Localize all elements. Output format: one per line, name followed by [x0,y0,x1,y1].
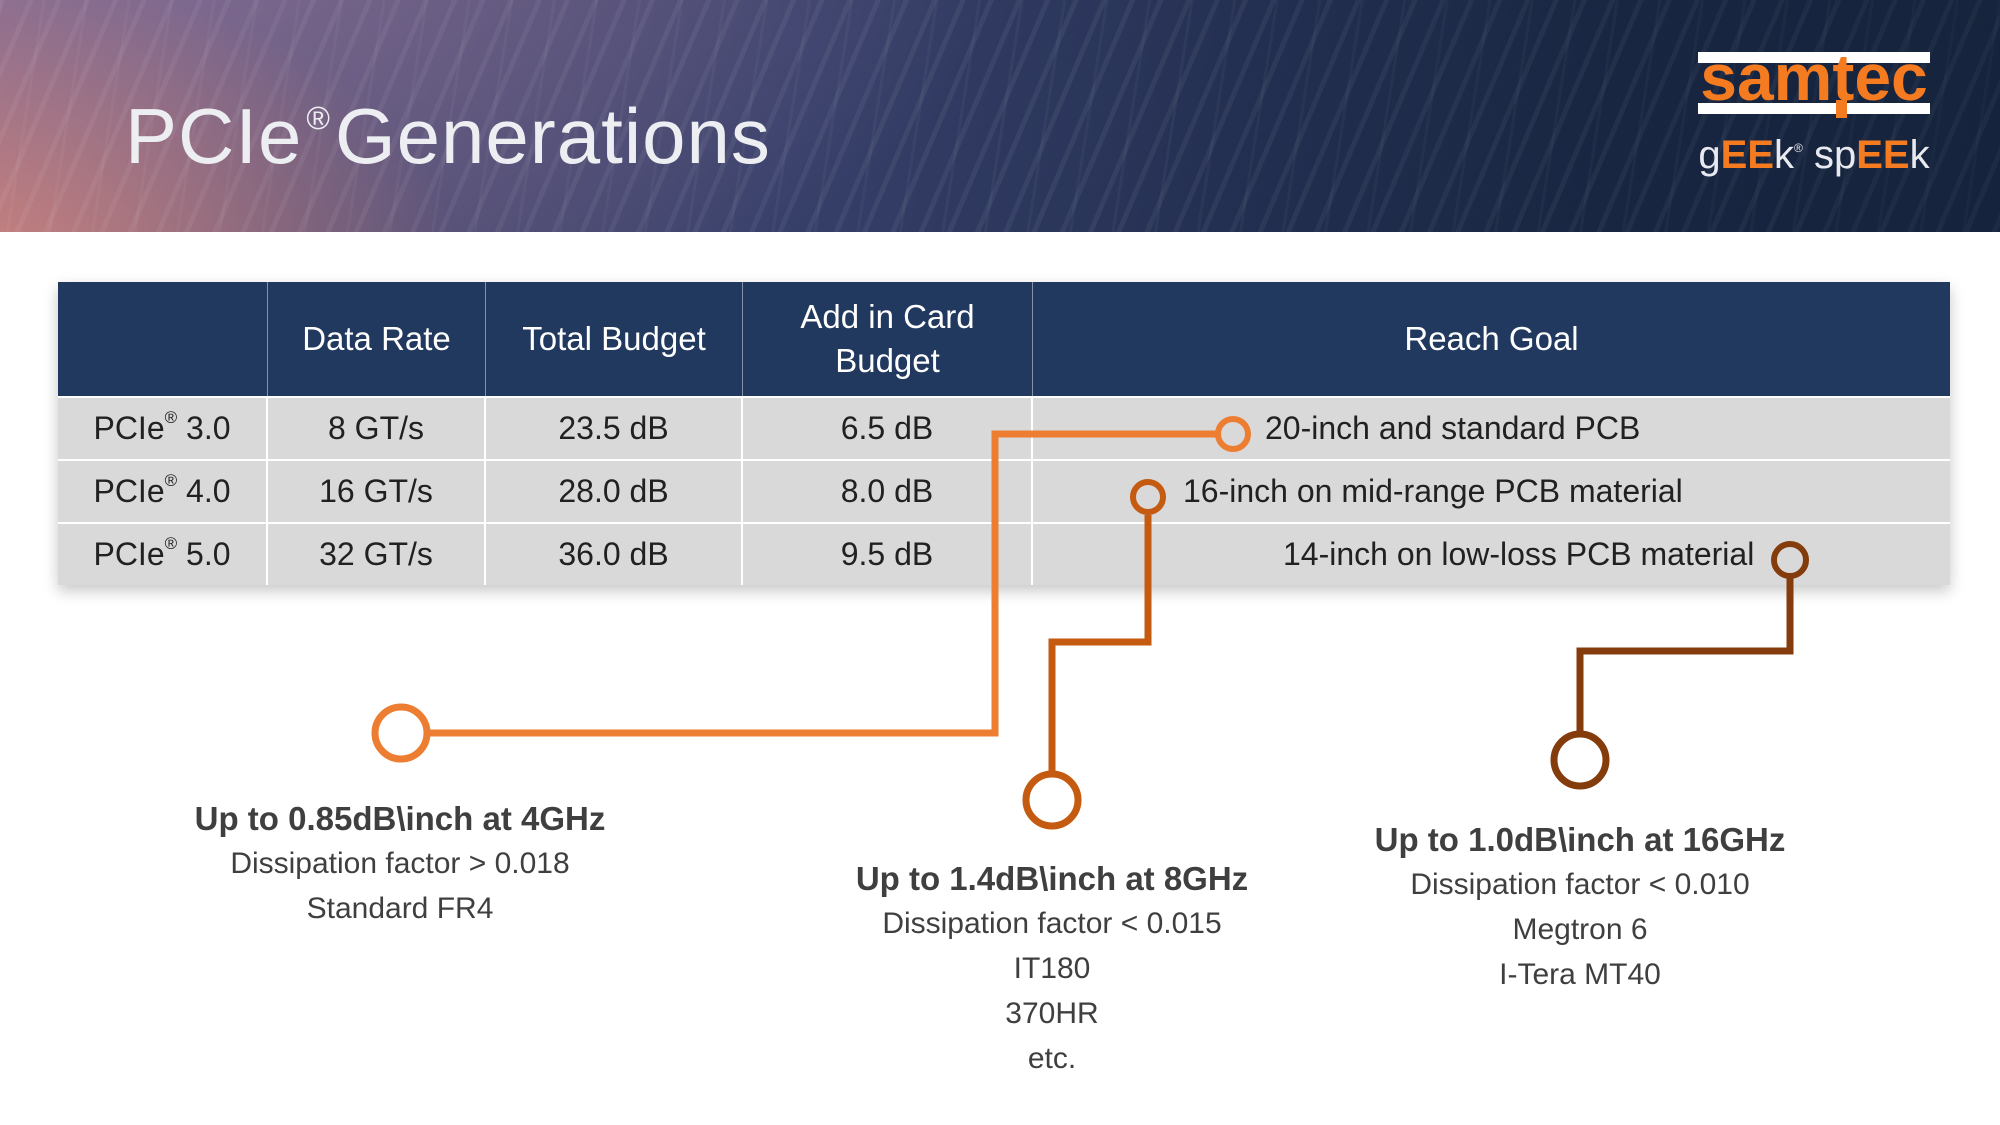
cell-reach-goal: 14-inch on low-loss PCB material [1033,522,1950,585]
row-label-text: PCIe [93,410,165,446]
page-title-suffix: Generations [334,92,771,180]
tagline-registered-mark: ® [1794,141,1803,155]
row-label-registered: ® [164,470,178,490]
row-label-registered: ® [164,407,178,427]
cell-total-budget: 28.0 dB [486,459,743,522]
tagline-seg: g [1698,133,1721,177]
annotation-line: 370HR [1005,997,1099,1030]
cell-add-in-card-budget: 9.5 dB [743,522,1033,585]
annotation-line: etc. [1027,1042,1077,1075]
annotation-title: Up to 0.85dB\inch at 4GHz [194,800,606,837]
cell-add-in-card-budget: 8.0 dB [743,459,1033,522]
row-label-version: 3.0 [186,410,231,446]
annotation-line: Megtron 6 [1512,913,1648,946]
samtec-wordmark-t: t [1832,40,1855,114]
annotation-title: Up to 1.0dB\inch at 16GHz [1374,821,1786,858]
header-cell-reach-goal: Reach Goal [1033,282,1950,396]
annotation-line: IT180 [1013,952,1091,985]
row-label-text: PCIe [93,473,165,509]
tagline-seg: k [1774,133,1795,177]
annotation-mid-range: Up to 1.4dB\inch at 8GHz Dissipation fac… [752,856,1352,1081]
annotation-line: Dissipation factor < 0.010 [1410,868,1750,901]
annotation-line: Dissipation factor > 0.018 [230,847,570,880]
samtec-t-descender [1836,100,1847,118]
logo-bar-bottom [1698,103,1930,114]
registered-mark: ® [306,100,331,136]
page-title: PCIe ®Generations [125,97,771,191]
tagline-seg: EE [1720,133,1775,177]
row-label-registered: ® [164,533,178,553]
samtec-wordmark: samtec [1698,44,1930,110]
logo-bar-top [1698,52,1930,63]
cell-data-rate: 32 GT/s [268,522,486,585]
annotation-line: Standard FR4 [306,892,494,925]
annotation-title: Up to 1.4dB\inch at 8GHz [855,860,1249,897]
cell-reach-goal: 20-inch and standard PCB [1033,396,1950,459]
cell-total-budget: 23.5 dB [486,396,743,459]
tagline-seg: sp [1802,133,1857,177]
header-cell-add-in-card-budget: Add in Card Budget [743,282,1033,396]
annotation-line: I-Tera MT40 [1499,958,1661,991]
cell-add-in-card-budget: 6.5 dB [743,396,1033,459]
annotation-line: Dissipation factor < 0.015 [882,907,1222,940]
cell-reach-goal: 16-inch on mid-range PCB material [1033,459,1950,522]
pcie-generations-table: Data Rate Total Budget Add in Card Budge… [58,282,1950,585]
row-label-text: PCIe [93,536,165,572]
row-label-pcie-5: PCIe ® 5.0 [58,522,268,585]
tagline-seg: k [1909,133,1930,177]
row-label-pcie-4: PCIe ® 4.0 [58,459,268,522]
header-cell-total-budget: Total Budget [486,282,743,396]
logo-tagline: gEEk® spEEk [1698,135,1930,184]
cell-data-rate: 8 GT/s [268,396,486,459]
tagline-seg: EE [1856,133,1910,177]
row-label-version: 5.0 [186,536,231,572]
row-label-version: 4.0 [186,473,231,509]
header-cell-blank [58,282,268,396]
header-cell-data-rate: Data Rate [268,282,486,396]
annotation-low-loss: Up to 1.0dB\inch at 16GHz Dissipation fa… [1280,817,1880,997]
page-title-prefix: PCIe [125,92,303,180]
samtec-wordmark-left: sam [1700,40,1833,114]
cell-total-budget: 36.0 dB [486,522,743,585]
samtec-wordmark-right: ec [1854,40,1928,114]
row-label-pcie-3: PCIe ® 3.0 [58,396,268,459]
cell-data-rate: 16 GT/s [268,459,486,522]
annotation-fr4: Up to 0.85dB\inch at 4GHz Dissipation fa… [100,796,700,931]
banner-background [0,0,2000,232]
samtec-logo: samtec gEEk® spEEk [1698,40,1930,180]
